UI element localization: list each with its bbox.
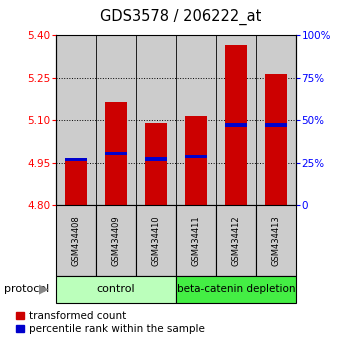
Bar (65, 158, 87, 161)
Text: GDS3578 / 206222_at: GDS3578 / 206222_at (100, 8, 261, 25)
Text: GSM434408: GSM434408 (71, 215, 81, 266)
Bar (136, 35, 176, 205)
Bar (65, 159, 87, 205)
Text: GSM434412: GSM434412 (231, 215, 240, 266)
Bar (225, 124, 247, 127)
Bar (176, 276, 296, 303)
Legend: transformed count, percentile rank within the sample: transformed count, percentile rank withi… (16, 312, 204, 334)
Bar (256, 35, 296, 205)
Text: beta-catenin depletion: beta-catenin depletion (177, 284, 295, 295)
Bar (96, 205, 136, 276)
Bar (185, 155, 207, 158)
Bar (136, 205, 176, 276)
Bar (265, 74, 287, 205)
Bar (56, 35, 96, 205)
Bar (96, 35, 136, 205)
Bar (216, 205, 256, 276)
Bar (145, 123, 167, 205)
Text: GSM434413: GSM434413 (271, 215, 280, 266)
Bar (185, 116, 207, 205)
Text: control: control (97, 284, 135, 295)
Text: GSM434410: GSM434410 (152, 215, 161, 266)
Text: GSM434411: GSM434411 (191, 215, 200, 266)
Bar (56, 205, 96, 276)
Bar (145, 158, 167, 161)
Bar (176, 205, 216, 276)
Bar (265, 124, 287, 127)
Text: protocol: protocol (4, 284, 49, 295)
Text: GSM434409: GSM434409 (112, 215, 121, 266)
Text: ▶: ▶ (39, 283, 49, 296)
Bar (176, 35, 216, 205)
Bar (216, 35, 256, 205)
Bar (56, 276, 176, 303)
Bar (256, 205, 296, 276)
Bar (225, 45, 247, 205)
Bar (105, 152, 127, 155)
Bar (105, 102, 127, 205)
